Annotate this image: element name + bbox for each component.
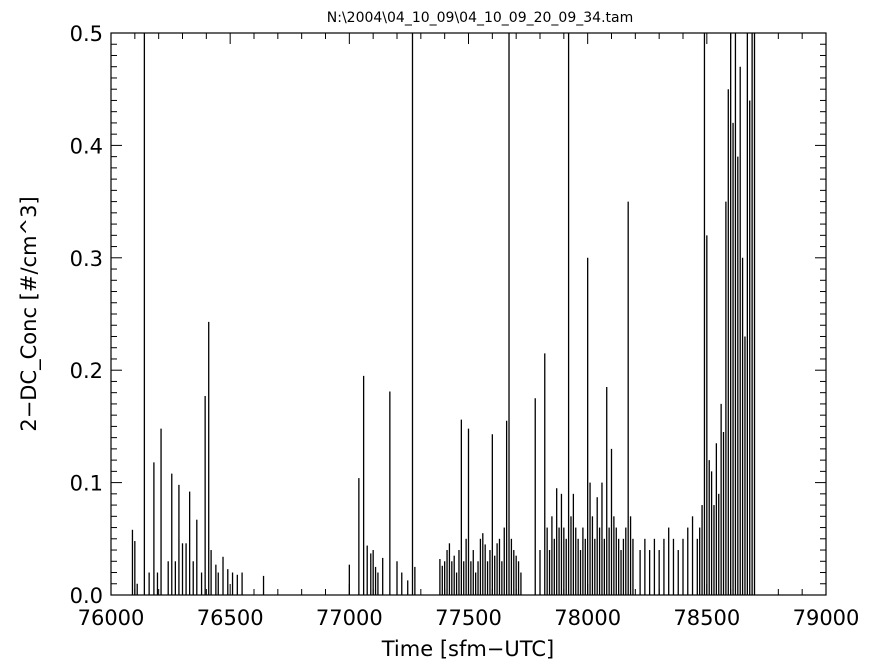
x-tick-label: 76500 <box>197 606 264 630</box>
y-tick-label: 0.3 <box>70 247 103 271</box>
x-tick-label: 77000 <box>316 606 383 630</box>
y-tick-label: 0.0 <box>70 584 103 608</box>
x-tick-label: 77500 <box>435 606 502 630</box>
x-tick-labels: 76000 76500 77000 77500 78000 78500 79000 <box>78 606 860 630</box>
y-tick-label: 0.4 <box>70 134 103 158</box>
ticks-group <box>110 32 827 596</box>
x-tick-label: 78500 <box>673 606 740 630</box>
x-axis-title: Time [sfm−UTC] <box>381 637 554 661</box>
y-tick-label: 0.2 <box>70 359 103 383</box>
x-tick-label: 79000 <box>793 606 860 630</box>
y-tick-label: 0.5 <box>70 22 103 46</box>
chart-title: N:\2004\04_10_09\04_10_09_20_09_34.tam <box>327 10 633 26</box>
x-tick-label: 78000 <box>554 606 621 630</box>
bars-group <box>131 33 756 595</box>
y-tick-label: 0.1 <box>70 472 103 496</box>
y-tick-labels: 0.0 0.1 0.2 0.3 0.4 0.5 <box>70 22 103 608</box>
x-tick-label: 76000 <box>78 606 145 630</box>
y-axis-title: 2−DC_Conc [#/cm^3] <box>17 196 42 431</box>
